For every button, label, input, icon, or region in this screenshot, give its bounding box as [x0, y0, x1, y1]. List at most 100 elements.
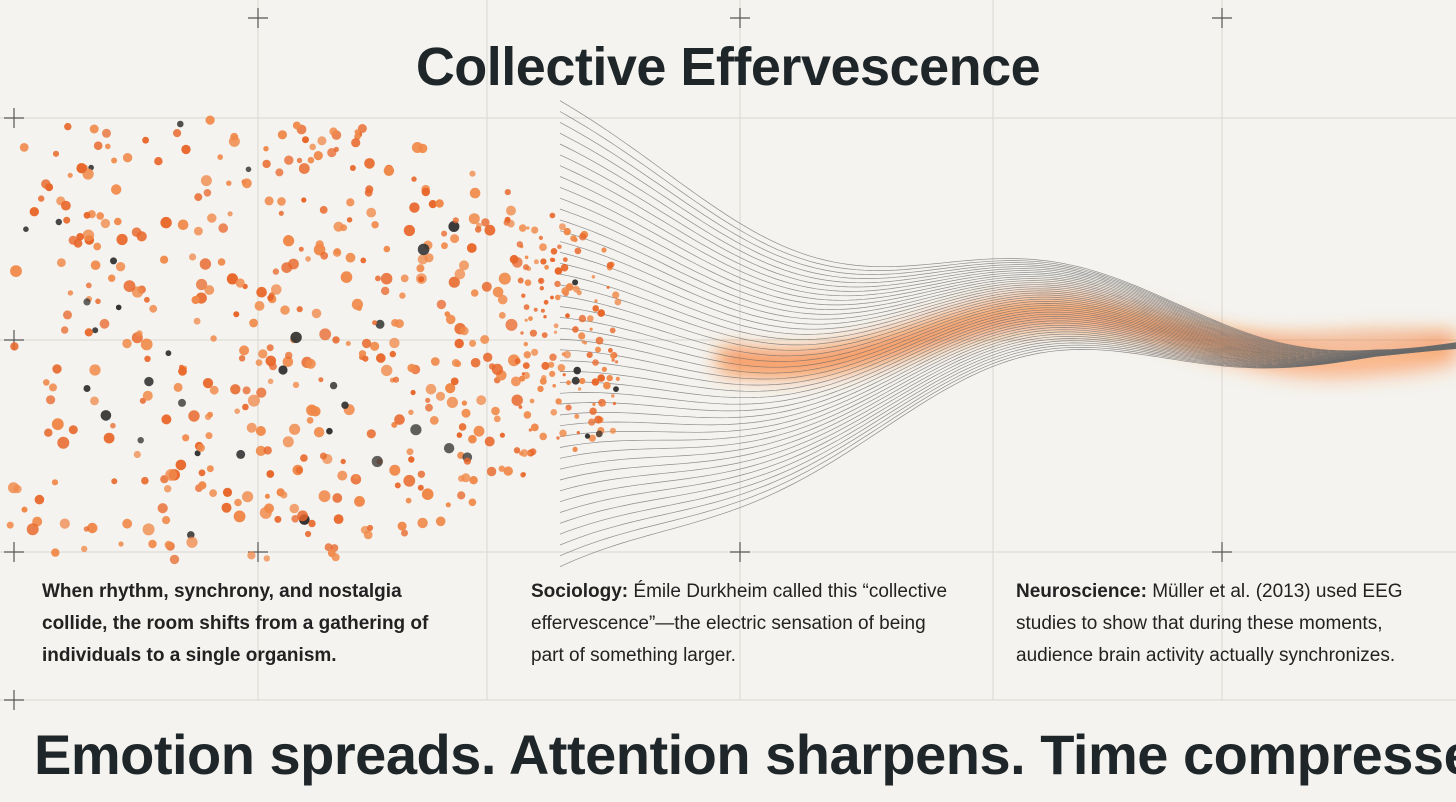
particle: [313, 427, 325, 438]
particle: [90, 396, 99, 406]
particle: [61, 200, 71, 211]
particle: [289, 503, 300, 514]
particle: [597, 374, 605, 382]
column-lead: Sociology:: [531, 581, 629, 602]
particle: [196, 443, 205, 452]
particle: [458, 423, 467, 431]
particle: [13, 484, 22, 494]
particle: [242, 491, 254, 503]
particle: [59, 518, 70, 529]
wave-line: [559, 154, 1456, 354]
particle: [46, 395, 56, 405]
particle: [297, 510, 308, 522]
wave-line: [559, 219, 1456, 356]
particle: [326, 427, 333, 435]
particle: [51, 548, 60, 557]
particle: [123, 280, 136, 292]
particle: [516, 241, 523, 248]
particle: [584, 433, 591, 439]
particle: [513, 447, 521, 454]
particle: [371, 455, 383, 468]
particle: [466, 243, 477, 253]
particle: [275, 168, 284, 177]
particle: [52, 364, 62, 374]
particle: [504, 189, 511, 196]
particle: [247, 394, 260, 407]
particle: [565, 313, 570, 319]
particle: [198, 481, 207, 490]
particle: [133, 450, 141, 459]
particle: [383, 245, 391, 253]
particle: [554, 267, 563, 275]
particle: [435, 199, 444, 208]
wave-lines: [559, 100, 1456, 568]
particle: [144, 296, 150, 303]
particle: [57, 436, 70, 449]
particle: [165, 469, 178, 481]
particle: [280, 305, 290, 315]
particle: [96, 212, 104, 220]
particle: [550, 295, 554, 300]
particle: [609, 427, 617, 434]
particle: [450, 234, 460, 244]
particle: [394, 482, 401, 489]
particle: [230, 384, 241, 395]
particle: [450, 377, 459, 386]
particle: [612, 291, 620, 299]
particle: [340, 458, 346, 465]
particle: [76, 163, 87, 174]
particle: [296, 157, 303, 164]
particle: [236, 449, 246, 459]
particle: [239, 345, 250, 356]
particle: [448, 221, 460, 232]
particle: [345, 252, 356, 263]
particle: [524, 318, 528, 322]
particle: [562, 257, 568, 262]
particle: [254, 301, 265, 311]
particle: [196, 278, 208, 291]
wave-line: [559, 143, 1456, 353]
particle: [498, 465, 505, 472]
particle: [370, 341, 380, 351]
particle: [308, 519, 316, 528]
particle: [76, 233, 84, 241]
particle: [280, 491, 288, 499]
particle: [606, 261, 614, 269]
particle: [81, 545, 88, 553]
particle: [93, 242, 102, 251]
particle: [142, 136, 150, 144]
particle: [577, 387, 582, 391]
particle: [173, 382, 183, 392]
particle: [296, 306, 303, 313]
particle: [292, 381, 300, 389]
particle: [38, 195, 45, 202]
particle: [333, 514, 344, 524]
particle: [548, 361, 555, 368]
particle: [290, 331, 302, 344]
particle: [160, 216, 172, 229]
particle: [589, 327, 593, 331]
particle: [137, 437, 144, 444]
particle: [594, 415, 603, 424]
particle: [165, 350, 172, 357]
particle: [578, 314, 587, 323]
particle: [142, 523, 155, 536]
crosshair: [4, 108, 24, 128]
particle: [459, 326, 469, 336]
particle: [476, 395, 487, 406]
particle: [193, 317, 201, 325]
particle: [92, 327, 99, 334]
particle: [541, 361, 550, 370]
particle: [366, 429, 376, 439]
particle: [557, 364, 566, 372]
particle: [269, 362, 277, 371]
particle: [226, 180, 232, 186]
particle: [51, 479, 59, 486]
particle: [122, 338, 132, 349]
particle: [389, 337, 400, 349]
wave-line: [559, 100, 1456, 352]
particle: [205, 432, 213, 440]
particle: [565, 283, 574, 291]
column-text: When rhythm, synchrony, and nostalgia co…: [42, 581, 429, 666]
